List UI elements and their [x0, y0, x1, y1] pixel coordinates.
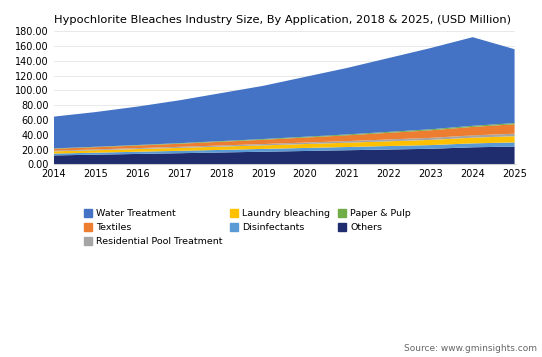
- Text: Source: www.gminsights.com: Source: www.gminsights.com: [404, 345, 537, 353]
- Legend: Water Treatment, Textiles, Residential Pool Treatment, Laundry bleaching, Disinf: Water Treatment, Textiles, Residential P…: [83, 209, 411, 246]
- Text: Hypochlorite Bleaches Industry Size, By Application, 2018 & 2025, (USD Million): Hypochlorite Bleaches Industry Size, By …: [54, 15, 511, 25]
